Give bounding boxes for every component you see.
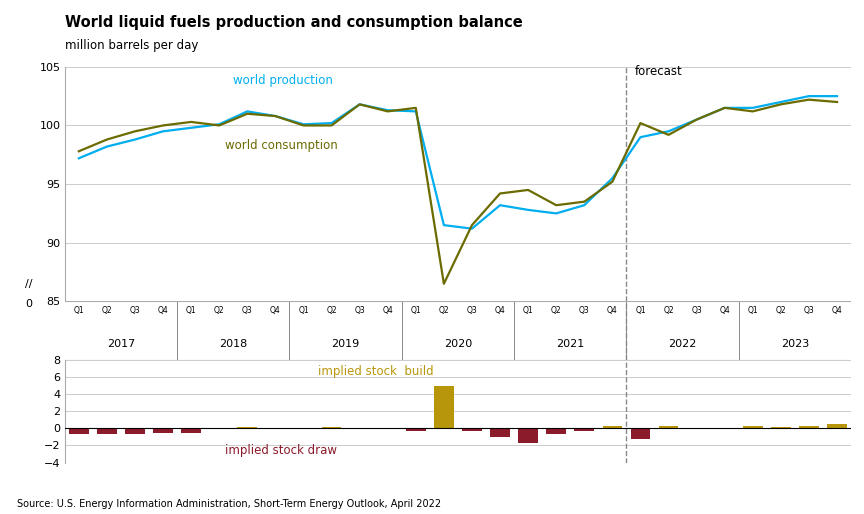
Text: forecast: forecast [635, 65, 683, 78]
Text: million barrels per day: million barrels per day [65, 39, 198, 51]
Bar [434, 386, 454, 428]
Bar [69, 428, 89, 433]
Bar [181, 428, 201, 433]
Text: 0: 0 [25, 299, 32, 309]
Text: 2018: 2018 [219, 339, 247, 349]
Text: Q3: Q3 [579, 305, 589, 315]
Bar [238, 427, 257, 428]
Bar [518, 428, 538, 443]
Bar [153, 428, 173, 433]
Bar [602, 426, 622, 428]
Text: Q2: Q2 [551, 305, 562, 315]
Bar [631, 428, 651, 438]
Text: Q2: Q2 [102, 305, 112, 315]
Text: Q1: Q1 [298, 305, 308, 315]
Text: Q2: Q2 [327, 305, 337, 315]
Text: Q1: Q1 [635, 305, 645, 315]
Bar [827, 424, 847, 428]
Text: Q4: Q4 [270, 305, 281, 315]
Bar [462, 428, 482, 431]
Text: world production: world production [233, 75, 334, 87]
Bar [771, 427, 791, 428]
Text: Q1: Q1 [523, 305, 533, 315]
Text: 2022: 2022 [669, 339, 696, 349]
Text: Q1: Q1 [186, 305, 196, 315]
Text: Q3: Q3 [467, 305, 477, 315]
Bar [490, 428, 510, 437]
Bar [97, 428, 117, 433]
Text: 2021: 2021 [556, 339, 584, 349]
Text: Q2: Q2 [776, 305, 786, 315]
Text: World liquid fuels production and consumption balance: World liquid fuels production and consum… [65, 15, 523, 30]
Text: Q3: Q3 [804, 305, 814, 315]
Text: Source: U.S. Energy Information Administration, Short-Term Energy Outlook, April: Source: U.S. Energy Information Administ… [17, 499, 442, 509]
Text: Q1: Q1 [747, 305, 758, 315]
Text: Q3: Q3 [242, 305, 252, 315]
Text: Q2: Q2 [214, 305, 225, 315]
Text: 2023: 2023 [781, 339, 809, 349]
Text: Q1: Q1 [410, 305, 421, 315]
Text: Q2: Q2 [664, 305, 674, 315]
Text: Q4: Q4 [495, 305, 505, 315]
Text: Q3: Q3 [691, 305, 702, 315]
Bar [743, 426, 763, 428]
Text: 2017: 2017 [107, 339, 135, 349]
Bar [546, 428, 566, 434]
Bar [575, 428, 594, 431]
Text: Q1: Q1 [73, 305, 84, 315]
Bar [658, 426, 678, 428]
Bar [799, 426, 819, 428]
Text: 2019: 2019 [332, 339, 359, 349]
Bar [125, 428, 145, 434]
Text: Q2: Q2 [439, 305, 449, 315]
Text: Q4: Q4 [720, 305, 730, 315]
Text: Q3: Q3 [354, 305, 365, 315]
Text: Q4: Q4 [607, 305, 618, 315]
Text: implied stock  build: implied stock build [317, 365, 433, 378]
Text: 2020: 2020 [444, 339, 472, 349]
Text: Q4: Q4 [383, 305, 393, 315]
Text: implied stock draw: implied stock draw [225, 444, 337, 457]
Text: Q4: Q4 [158, 305, 168, 315]
Bar [321, 427, 341, 428]
Text: world consumption: world consumption [225, 139, 338, 152]
Bar [406, 428, 426, 431]
Text: Q4: Q4 [832, 305, 842, 315]
Text: //: // [24, 279, 32, 289]
Text: Q3: Q3 [130, 305, 140, 315]
